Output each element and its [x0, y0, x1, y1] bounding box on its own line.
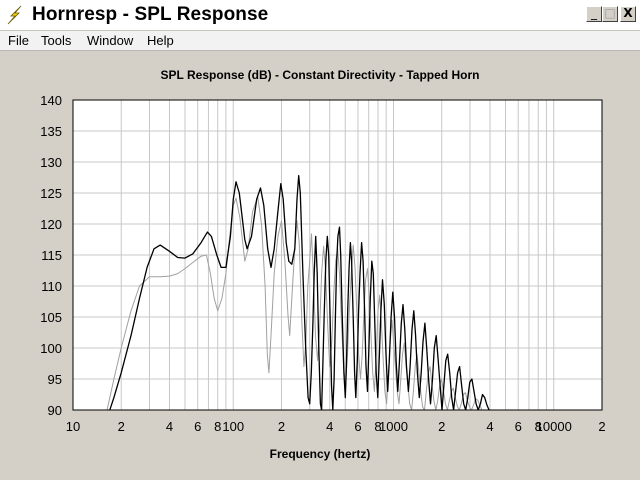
x-tick-label: 2 — [278, 419, 285, 434]
menu-bar: File Tools Window Help — [0, 31, 640, 51]
y-tick-label: 135 — [40, 124, 62, 139]
x-tick-label: 8 — [535, 419, 542, 434]
window-title: Hornresp - SPL Response — [32, 4, 269, 25]
x-tick-label: 4 — [166, 419, 173, 434]
x-axis-label: Frequency (hertz) — [269, 447, 371, 461]
series-line-secondary — [106, 196, 483, 410]
y-tick-label: 105 — [40, 310, 62, 325]
plot-frame — [72, 99, 603, 411]
x-tick-label: 2 — [438, 419, 445, 434]
grid — [73, 100, 602, 410]
lightning-bolt-icon — [7, 5, 22, 25]
y-tick-label: 95 — [48, 372, 62, 387]
y-tick-label: 120 — [40, 217, 62, 232]
menu-help[interactable]: Help — [147, 33, 174, 48]
x-tick-label: 10 — [66, 419, 80, 434]
x-tick-label: 4 — [486, 419, 493, 434]
series-group — [106, 174, 490, 410]
close-button[interactable]: X — [620, 6, 636, 22]
y-tick-label: 130 — [40, 155, 62, 170]
x-tick-label: 6 — [354, 419, 361, 434]
menu-window[interactable]: Window — [87, 33, 134, 48]
minimize-button[interactable]: _ — [586, 6, 602, 22]
x-tick-label: 2 — [598, 419, 605, 434]
x-tick-label: 8 — [374, 419, 381, 434]
x-tick-label: 100 — [222, 419, 244, 434]
y-tick-label: 140 — [40, 93, 62, 108]
x-tick-label: 10000 — [536, 419, 572, 434]
menu-tools[interactable]: Tools — [41, 33, 72, 48]
x-tick-label: 4 — [326, 419, 333, 434]
x-tick-label: 1000 — [379, 419, 408, 434]
y-axis: 90 95 100 105 110 115 120 125 130 135 140 — [40, 93, 62, 418]
series-line-primary — [109, 174, 490, 410]
y-tick-label: 90 — [48, 403, 62, 418]
chart-title: SPL Response (dB) - Constant Directivity… — [160, 68, 480, 82]
x-tick-label: 2 — [118, 419, 125, 434]
y-tick-label: 125 — [40, 186, 62, 201]
x-tick-label: 6 — [194, 419, 201, 434]
y-tick-label: 110 — [41, 279, 62, 294]
title-bar[interactable]: Hornresp - SPL Response _ □ X — [0, 0, 640, 31]
x-tick-label: 6 — [515, 419, 522, 434]
y-tick-label: 115 — [41, 248, 62, 263]
y-tick-label: 100 — [40, 341, 62, 356]
maximize-button[interactable]: □ — [602, 6, 618, 22]
menu-file[interactable]: File — [8, 33, 29, 48]
x-tick-label: 8 — [214, 419, 221, 434]
